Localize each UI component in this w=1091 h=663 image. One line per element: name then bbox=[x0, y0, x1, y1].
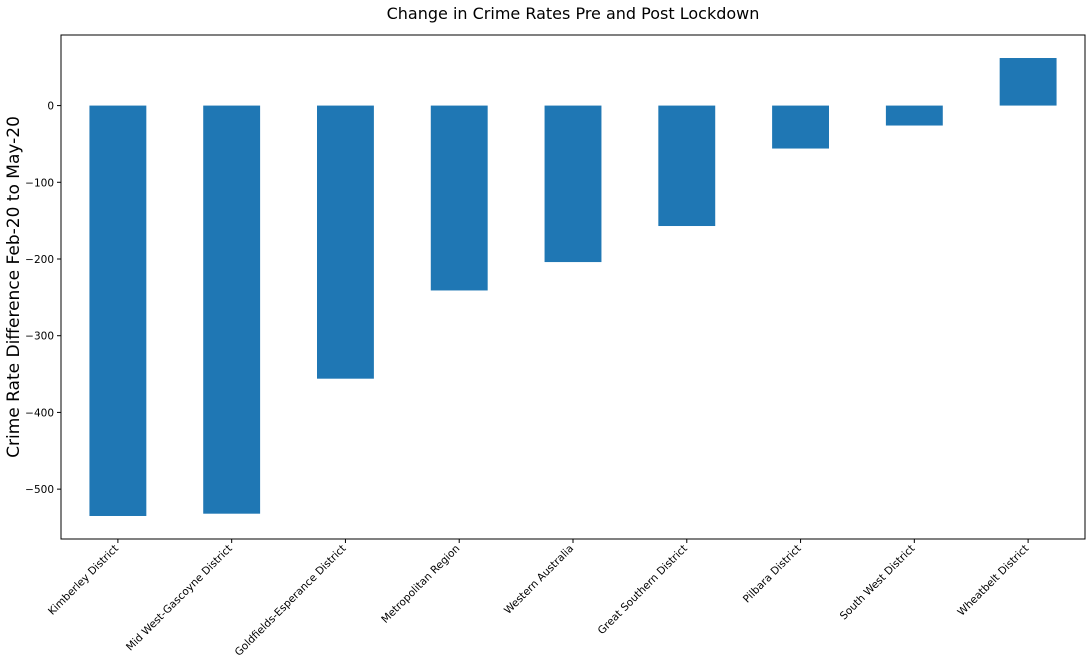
y-axis-label: Crime Rate Difference Feb-20 to May-20 bbox=[4, 116, 24, 458]
x-tick-label: Goldfields-Esperance District bbox=[233, 543, 349, 659]
x-tick-label: Metropolitan Region bbox=[379, 543, 462, 626]
bar bbox=[317, 105, 374, 379]
bar bbox=[89, 105, 147, 516]
plot-frame bbox=[60, 34, 1086, 540]
bar bbox=[772, 105, 829, 149]
y-tick-label: 0 bbox=[47, 101, 54, 113]
y-tick-label: −300 bbox=[25, 331, 54, 343]
y-tick-label: −400 bbox=[25, 407, 54, 419]
x-tick-label: South West District bbox=[838, 543, 918, 623]
bars-group bbox=[89, 58, 1057, 516]
bar bbox=[885, 105, 943, 126]
bar bbox=[203, 105, 261, 514]
x-tick-label: Great Southern District bbox=[596, 543, 690, 637]
chart-title: Change in Crime Rates Pre and Post Lockd… bbox=[387, 4, 760, 23]
x-tick-label: Pilbara District bbox=[741, 543, 804, 606]
bar bbox=[658, 105, 716, 227]
x-tick-label: Mid West-Gascoyne District bbox=[124, 543, 235, 654]
x-tick-label: Kimberley District bbox=[46, 543, 121, 618]
x-tick-label: Western Australia bbox=[502, 543, 576, 617]
y-tick-label: −200 bbox=[25, 254, 54, 266]
x-tick-label: Wheatbelt District bbox=[955, 543, 1031, 619]
y-tick-label: −500 bbox=[25, 484, 54, 496]
bar bbox=[430, 105, 488, 291]
bar bbox=[999, 58, 1057, 106]
bar bbox=[544, 105, 602, 263]
y-tick-label: −100 bbox=[25, 177, 54, 189]
